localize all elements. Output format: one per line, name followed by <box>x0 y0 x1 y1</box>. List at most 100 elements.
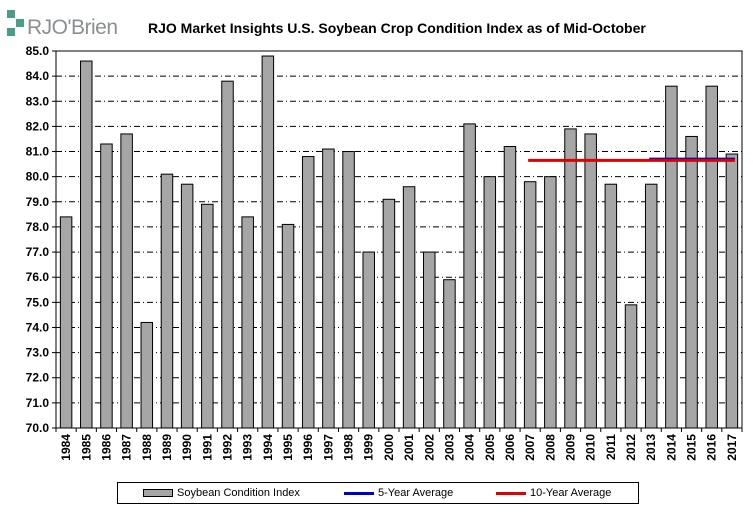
bar <box>564 128 577 429</box>
bar <box>100 143 113 429</box>
y-tick-label: 85.0 <box>26 44 50 58</box>
y-tick-label: 81.0 <box>26 145 50 159</box>
bar <box>705 85 718 429</box>
x-tick-label: 1992 <box>221 434 235 461</box>
x-tick-label: 2010 <box>584 434 598 461</box>
bar <box>725 153 739 429</box>
logo-text: RJO'Brien <box>27 16 118 39</box>
plot-border <box>55 50 743 429</box>
x-tick-label: 2009 <box>564 434 578 461</box>
bar <box>523 181 537 429</box>
bar <box>463 123 476 429</box>
x-tick-label: 1995 <box>281 434 295 461</box>
x-tick-label: 1994 <box>261 434 275 461</box>
bar <box>140 321 154 429</box>
bar <box>261 55 275 429</box>
x-tick-label: 2002 <box>422 434 436 461</box>
x-tick-label: 2003 <box>442 434 456 461</box>
legend-swatch-blue-line <box>344 491 374 495</box>
y-tick-label: 70.0 <box>26 421 50 435</box>
bar <box>180 183 194 429</box>
bar <box>201 203 214 429</box>
legend-label-condition-index: Soybean Condition Index <box>177 487 300 499</box>
bar <box>342 151 355 429</box>
x-tick-label: 2015 <box>685 434 699 461</box>
x-tick-label: 1996 <box>301 434 315 461</box>
legend-swatch-bar <box>143 489 173 497</box>
bar <box>402 186 416 429</box>
x-tick-label: 2017 <box>725 434 739 461</box>
plot-area <box>56 51 742 428</box>
bar <box>604 183 618 429</box>
x-tick-label: 2007 <box>523 434 537 461</box>
chart-title: RJO Market Insights U.S. Soybean Crop Co… <box>148 20 646 36</box>
y-tick-label: 72.0 <box>26 371 50 385</box>
y-tick-label: 77.0 <box>26 245 50 259</box>
bar <box>221 80 234 429</box>
bar <box>59 216 73 429</box>
bar <box>80 60 93 429</box>
rjo-brien-logo: RJO'Brien <box>7 10 118 39</box>
bar <box>423 251 436 429</box>
y-tick-label: 78.0 <box>26 220 50 234</box>
x-tick-label: 2000 <box>382 434 396 461</box>
x-tick-label: 2016 <box>705 434 719 461</box>
x-tick-label: 1991 <box>200 434 214 461</box>
logo-mark-square-1 <box>7 10 15 18</box>
bar <box>503 146 517 429</box>
x-tick-label: 1993 <box>241 434 255 461</box>
y-tick-label: 83.0 <box>26 94 50 108</box>
x-tick-label: 1998 <box>342 434 356 461</box>
x-tick-label: 2004 <box>463 434 477 461</box>
y-tick-label: 80.0 <box>26 170 50 184</box>
bar <box>362 251 375 429</box>
y-tick-label: 74.0 <box>26 320 50 334</box>
chart-legend: Soybean Condition Index 5-Year Average 1… <box>117 482 639 504</box>
y-tick-label: 75.0 <box>26 295 50 309</box>
x-tick-label: 2006 <box>503 434 517 461</box>
x-tick-label: 2014 <box>664 434 678 461</box>
bar <box>483 176 497 429</box>
bar <box>544 176 557 429</box>
x-tick-label: 1990 <box>180 434 194 461</box>
bar <box>281 223 295 429</box>
bar <box>665 85 678 429</box>
y-tick-label: 82.0 <box>26 119 50 133</box>
y-tick-label: 79.0 <box>26 195 50 209</box>
bar <box>160 173 174 429</box>
bar <box>382 198 396 429</box>
x-tick-label: 2005 <box>483 434 497 461</box>
x-tick-label: 1986 <box>99 434 113 461</box>
legend-item-10yr-average: 10-Year Average <box>496 487 611 499</box>
x-tick-label: 1999 <box>362 434 376 461</box>
bar <box>322 148 335 429</box>
legend-label-5yr-average: 5-Year Average <box>378 487 454 499</box>
x-tick-label: 1997 <box>321 434 335 461</box>
logo-mark-square-3 <box>7 28 15 36</box>
x-tick-label: 1984 <box>59 434 73 461</box>
legend-item-condition-index: Soybean Condition Index <box>143 487 300 499</box>
y-tick-label: 73.0 <box>26 346 50 360</box>
bar <box>624 304 638 429</box>
x-tick-label: 2011 <box>604 434 618 460</box>
y-tick-label: 84.0 <box>26 69 50 83</box>
x-tick-label: 1988 <box>140 434 154 461</box>
legend-label-10yr-average: 10-Year Average <box>530 487 612 499</box>
x-tick-label: 1985 <box>79 434 93 461</box>
legend-item-5yr-average: 5-Year Average <box>344 487 453 499</box>
x-tick-label: 2008 <box>543 434 557 461</box>
x-tick-label: 2001 <box>402 434 416 461</box>
bar <box>644 183 658 429</box>
bar <box>301 156 315 429</box>
bar <box>120 133 133 429</box>
bar <box>685 135 698 429</box>
x-tick-label: 2013 <box>644 434 658 461</box>
y-tick-label: 76.0 <box>26 270 50 284</box>
bar <box>584 133 597 429</box>
bar <box>241 216 254 429</box>
x-tick-label: 1989 <box>160 434 174 461</box>
x-tick-label: 1987 <box>120 434 134 461</box>
logo-mark-square-2 <box>16 19 24 27</box>
legend-swatch-red-line <box>496 491 526 495</box>
